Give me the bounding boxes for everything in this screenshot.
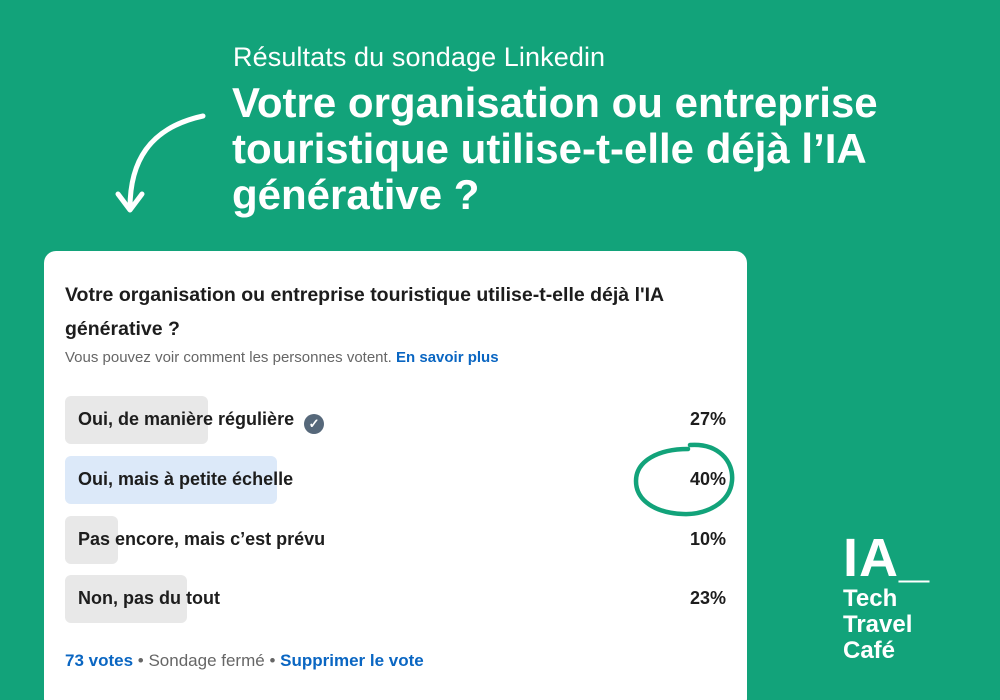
poll-option-percent: 40% — [689, 469, 726, 489]
poll-option-percent: 23% — [689, 588, 726, 608]
poll-option-4: Non, pas du tout 23% — [65, 575, 726, 623]
poll-note-text: Vous pouvez voir comment les personnes v… — [65, 349, 392, 366]
poll-option-2: Oui, mais à petite échelle 40% — [65, 456, 726, 504]
poll-option-percent: 27% — [689, 409, 726, 429]
poll-option-bar — [65, 396, 208, 444]
logo-line-3: Café — [843, 637, 896, 664]
subtitle: Résultats du sondage Linkedin — [233, 42, 606, 72]
poll-option-bar — [65, 456, 277, 504]
remove-vote-link[interactable]: Supprimer le vote — [280, 651, 424, 670]
poll-option-bar — [65, 575, 187, 623]
poll-option-3: Pas encore, mais c’est prévu 10% — [65, 516, 726, 564]
votes-count-link[interactable]: 73 votes — [65, 651, 134, 670]
curved-arrow-icon — [115, 113, 206, 213]
logo-main: IA_ — [843, 528, 931, 588]
highlight-circle-icon — [633, 442, 735, 517]
poll-option-1: Oui, de manière régulière ✓ 27% — [65, 396, 726, 444]
headline: Votre organisation ou entreprise tourist… — [232, 79, 878, 218]
separator: • — [137, 651, 144, 670]
poll-question: Votre organisation ou entreprise tourist… — [65, 284, 664, 340]
brand-logo: IA_ Tech Travel Café — [843, 530, 930, 664]
poll-option-label: Pas encore, mais c’est prévu — [78, 529, 326, 549]
check-icon: ✓ — [304, 414, 325, 434]
poll-card: Votre organisation ou entreprise tourist… — [44, 251, 747, 700]
poll-option-bar — [65, 516, 118, 564]
poll-option-percent: 10% — [689, 529, 726, 549]
logo-line-2: Travel — [843, 611, 913, 638]
learn-more-link[interactable]: En savoir plus — [396, 349, 499, 366]
poll-option-label: Oui, mais à petite échelle — [78, 469, 294, 489]
poll-status: Sondage fermé — [148, 651, 265, 670]
poll-option-label: Non, pas du tout — [78, 588, 220, 608]
poll-visibility-note: Vous pouvez voir comment les personnes v… — [65, 349, 499, 366]
poll-footer: 73 votes • Sondage fermé • Supprimer le … — [65, 651, 424, 671]
poll-option-label: Oui, de manière régulière ✓ — [78, 409, 325, 434]
logo-line-1: Tech — [843, 585, 898, 612]
separator: • — [269, 651, 276, 670]
